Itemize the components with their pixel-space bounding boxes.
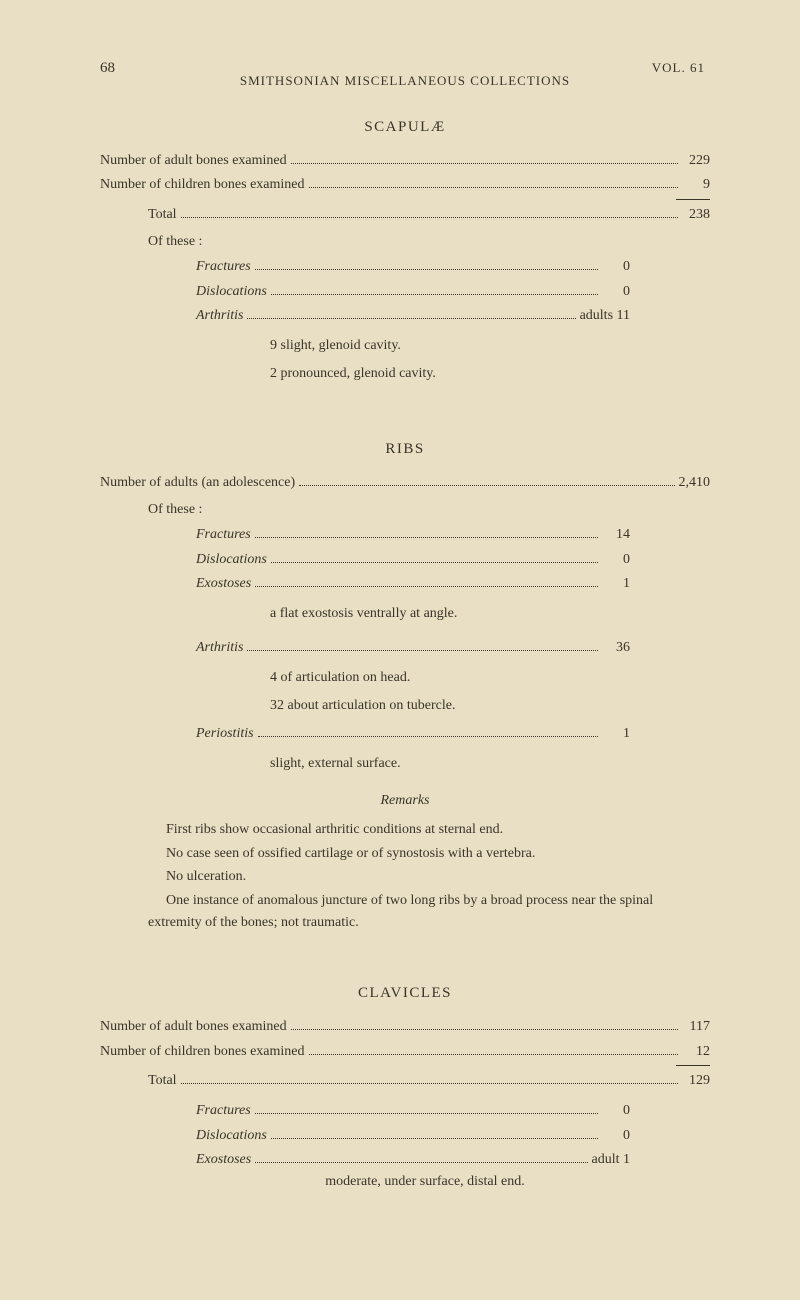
clavicles-exostoses-row: Exostoses adult 1 xyxy=(100,1149,710,1171)
dislocations-value: 0 xyxy=(602,549,630,571)
scapulae-note-2: 2 pronounced, glenoid cavity. xyxy=(100,363,710,385)
exostoses-value: 1 xyxy=(602,573,630,595)
total-rule xyxy=(676,199,710,200)
scapulae-adult-label: Number of adult bones examined xyxy=(100,150,287,172)
scapulae-dislocations-row: Dislocations 0 xyxy=(100,281,710,303)
scapulae-total-value: 238 xyxy=(682,204,710,226)
ribs-dislocations-row: Dislocations 0 xyxy=(100,549,710,571)
remarks-p2: No case seen of ossified cartilage or of… xyxy=(148,843,700,865)
leader-dots xyxy=(181,217,678,218)
ribs-adults-value: 2,410 xyxy=(679,472,711,494)
leader-dots xyxy=(255,269,598,270)
exostoses-label: Exostoses xyxy=(196,573,251,595)
running-header: SMITHSONIAN MISCELLANEOUS COLLECTIONS xyxy=(100,73,710,89)
fractures-label: Fractures xyxy=(196,524,251,546)
clavicles-moderate-note: moderate, under surface, distal end. xyxy=(100,1174,710,1190)
scapulae-title: SCAPULÆ xyxy=(100,119,710,136)
leader-dots xyxy=(247,650,598,651)
exostoses-value: adult 1 xyxy=(592,1149,631,1171)
ribs-exostoses-note: a flat exostosis ventrally at angle. xyxy=(100,603,710,625)
arthritis-label: Arthritis xyxy=(196,637,243,659)
scapulae-adult-value: 229 xyxy=(682,150,710,172)
remarks-p3: No ulceration. xyxy=(148,866,700,888)
clavicles-total-label: Total xyxy=(148,1070,177,1092)
clavicles-children-label: Number of children bones examined xyxy=(100,1041,305,1063)
ribs-exostoses-row: Exostoses 1 xyxy=(100,573,710,595)
remarks-p1: First ribs show occasional arthritic con… xyxy=(148,819,700,841)
clavicles-total-row: Total 129 xyxy=(100,1070,710,1092)
leader-dots xyxy=(271,562,598,563)
ribs-periostitis-row: Periostitis 1 xyxy=(100,723,710,745)
leader-dots xyxy=(309,187,679,188)
scapulae-note-1: 9 slight, glenoid cavity. xyxy=(100,335,710,357)
dislocations-label: Dislocations xyxy=(196,1125,267,1147)
scapulae-children-value: 9 xyxy=(682,174,710,196)
leader-dots xyxy=(309,1054,679,1055)
ribs-adults-label: Number of adults (an adolescence) xyxy=(100,472,295,494)
volume-label: VOL. 61 xyxy=(652,60,705,76)
leader-dots xyxy=(271,294,598,295)
ribs-adults-row: Number of adults (an adolescence) 2,410 xyxy=(100,472,710,494)
ribs-arthritis-row: Arthritis 36 xyxy=(100,637,710,659)
remarks-title: Remarks xyxy=(100,793,710,809)
fractures-value: 14 xyxy=(602,524,630,546)
leader-dots xyxy=(181,1083,678,1084)
scapulae-of-these: Of these : xyxy=(148,234,710,250)
remarks-body: First ribs show occasional arthritic con… xyxy=(100,819,710,933)
fractures-value: 0 xyxy=(602,1100,630,1122)
dislocations-label: Dislocations xyxy=(196,281,267,303)
fractures-value: 0 xyxy=(602,256,630,278)
remarks-p4: One instance of anomalous juncture of tw… xyxy=(148,890,700,933)
clavicles-total-value: 129 xyxy=(682,1070,710,1092)
scapulae-total-label: Total xyxy=(148,204,177,226)
leader-dots xyxy=(255,537,598,538)
periostitis-value: 1 xyxy=(602,723,630,745)
ribs-arthritis-note-2: 32 about articulation on tubercle. xyxy=(100,695,710,717)
clavicles-adult-value: 117 xyxy=(682,1016,710,1038)
arthritis-label: Arthritis xyxy=(196,305,243,327)
clavicles-adult-row: Number of adult bones examined 117 xyxy=(100,1016,710,1038)
clavicles-dislocations-row: Dislocations 0 xyxy=(100,1125,710,1147)
clavicles-children-row: Number of children bones examined 12 xyxy=(100,1041,710,1063)
scapulae-arthritis-row: Arthritis adults 11 xyxy=(100,305,710,327)
leader-dots xyxy=(299,485,674,486)
scapulae-adult-row: Number of adult bones examined 229 xyxy=(100,150,710,172)
leader-dots xyxy=(271,1138,598,1139)
arthritis-value: 36 xyxy=(602,637,630,659)
scapulae-fractures-row: Fractures 0 xyxy=(100,256,710,278)
ribs-arthritis-note-1: 4 of articulation on head. xyxy=(100,667,710,689)
fractures-label: Fractures xyxy=(196,256,251,278)
clavicles-title: CLAVICLES xyxy=(100,985,710,1002)
scapulae-total-row: Total 238 xyxy=(100,204,710,226)
dislocations-label: Dislocations xyxy=(196,549,267,571)
leader-dots xyxy=(258,736,598,737)
leader-dots xyxy=(247,318,575,319)
fractures-label: Fractures xyxy=(196,1100,251,1122)
clavicles-children-value: 12 xyxy=(682,1041,710,1063)
leader-dots xyxy=(291,163,678,164)
leader-dots xyxy=(255,1162,587,1163)
clavicles-fractures-row: Fractures 0 xyxy=(100,1100,710,1122)
clavicles-adult-label: Number of adult bones examined xyxy=(100,1016,287,1038)
leader-dots xyxy=(291,1029,678,1030)
dislocations-value: 0 xyxy=(602,1125,630,1147)
ribs-fractures-row: Fractures 14 xyxy=(100,524,710,546)
ribs-of-these: Of these : xyxy=(148,502,710,518)
scapulae-children-label: Number of children bones examined xyxy=(100,174,305,196)
dislocations-value: 0 xyxy=(602,281,630,303)
periostitis-label: Periostitis xyxy=(196,723,254,745)
leader-dots xyxy=(255,1113,598,1114)
arthritis-value: adults 11 xyxy=(580,305,630,327)
ribs-periostitis-note: slight, external surface. xyxy=(100,753,710,775)
leader-dots xyxy=(255,586,598,587)
ribs-title: RIBS xyxy=(100,441,710,458)
total-rule xyxy=(676,1065,710,1066)
exostoses-label: Exostoses xyxy=(196,1149,251,1171)
scapulae-children-row: Number of children bones examined 9 xyxy=(100,174,710,196)
